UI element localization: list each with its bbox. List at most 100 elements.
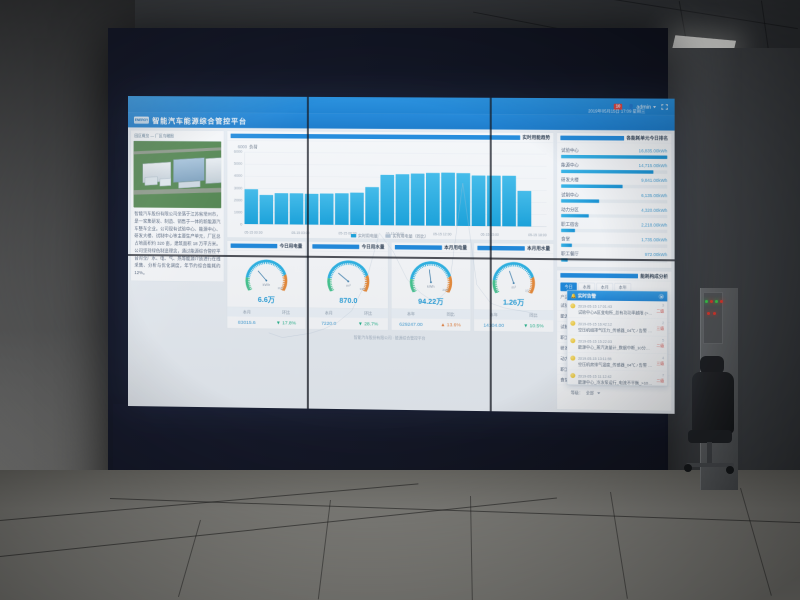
ranking-row[interactable]: 能源中心 14,715.00kWh xyxy=(560,161,668,177)
y-axis-tick: 2000 xyxy=(233,198,243,203)
bar[interactable] xyxy=(289,193,304,225)
close-icon[interactable] xyxy=(658,293,664,299)
alarm-list: 2019-05-15 17:01:43 试验中心A区变电所_总有功功率越限 (>6… xyxy=(567,300,668,389)
bar[interactable] xyxy=(335,193,349,225)
fullscreen-icon[interactable] xyxy=(661,104,668,110)
top-bar: 10 👤 admin 2019年05月15日 17:09 星期三 xyxy=(128,96,675,116)
gauge-card: 今日用电量 0 20万 kWh 6.6万 本月 环比 83015.6 ▼ 17.8% xyxy=(226,240,307,330)
video-wall-screen: 10 👤 admin 2019年05月15日 17:09 星期三 xyxy=(128,96,675,414)
ranking-card: 各能耗单元今日排名 试验中心 16,835.00kWh 能源中心 14,715.00k… xyxy=(556,132,672,269)
gauge-dial-icon: 0 3000 xyxy=(325,258,372,302)
alarm-message: 空压机房排气温度_传感器_04℃ / 告警 上限 xyxy=(578,362,654,369)
bezel-seam-vertical xyxy=(489,97,492,412)
gauge: 0 20万 kWh 6.6万 xyxy=(227,250,305,307)
bar[interactable] xyxy=(350,192,364,226)
bar[interactable] xyxy=(456,173,471,227)
warning-icon xyxy=(570,355,576,361)
chevron-down-icon[interactable] xyxy=(597,392,601,395)
accent-bar-icon xyxy=(477,245,525,251)
bar[interactable] xyxy=(244,189,259,225)
alarm-time: 2019-05-15 13:11:55 xyxy=(578,356,612,362)
gauge: 0 3万 m³ 1.26万 xyxy=(474,253,554,311)
ranking-fill xyxy=(561,243,572,247)
alarm-message: 试验中心A区变电所_总有功功率越限 (>650… xyxy=(578,310,654,316)
kpi-value-cell: ▼ 28.7% xyxy=(358,320,379,327)
alarm-message: 空压机组排气压力_传感器_04℃ / 告警 上限 xyxy=(578,327,654,334)
alarm-title: 🔔 实时告警 xyxy=(570,292,597,299)
alarm-filter: 等级： 全部 xyxy=(567,387,668,400)
gauge: 0 3000 m³ 870.0 xyxy=(309,251,388,308)
kpi-values: 14104.00 ▼ 10.5% xyxy=(474,319,554,332)
bar[interactable] xyxy=(426,172,440,226)
ranking-fill xyxy=(561,213,589,218)
legend-item[interactable]: 实时用电量 xyxy=(350,233,378,239)
kpi-header-cell: 同比 xyxy=(529,313,538,318)
legend-item[interactable]: 实时用电量（同比） xyxy=(385,233,428,239)
gauge-value: 6.6万 xyxy=(257,295,275,304)
kpi-value-cell: 83015.6 xyxy=(237,319,256,326)
bar[interactable] xyxy=(259,194,274,225)
ranking-value: 4,320.00kWh xyxy=(641,208,668,213)
gauge-unit: m³ xyxy=(346,283,351,289)
page-title: 智能汽车能源综合管控平台 xyxy=(152,116,247,126)
alarm-count: 2 三级 xyxy=(656,321,665,332)
bar[interactable] xyxy=(274,193,289,225)
alarm-message: 能源中心_冷冻泵运行_电流不平衡_>10%已越限 xyxy=(578,379,654,386)
alarm-level: 三级 xyxy=(656,361,665,366)
bezel-seam-vertical xyxy=(306,96,309,409)
chevron-down-icon xyxy=(653,105,657,108)
alarm-row[interactable]: 2019-05-15 17:01:43 试验中心A区变电所_总有功功率越限 (>6… xyxy=(567,300,668,319)
warning-icon xyxy=(570,373,576,379)
ranking-row[interactable]: 食堂 1,735.00kWh xyxy=(560,234,668,250)
alarm-level: 二级 xyxy=(656,344,665,349)
ranking-fill xyxy=(561,184,623,189)
gauge-title-label: 本月用电量 xyxy=(444,245,468,251)
ranking-fill xyxy=(561,169,654,174)
status-led xyxy=(713,312,716,315)
gauge: 0 200万 kWh 94.22万 xyxy=(391,252,470,309)
ranking-row[interactable]: 研发大楼 9,841.00kWh xyxy=(560,175,668,191)
bar[interactable] xyxy=(319,193,334,225)
alarm-level: 二级 xyxy=(656,379,665,384)
alarm-filter-value[interactable]: 全部 xyxy=(585,391,594,396)
gauge-card: 今日用水量 0 3000 m³ 870.0 本月 环比 7220.0 ▼ 28.7% xyxy=(308,241,389,331)
kpi-header-cell: 本年 xyxy=(489,312,498,318)
kpi-value-cell: 629247.00 xyxy=(399,321,423,328)
kpi-header-cell: 本月 xyxy=(324,310,333,316)
ranking-track xyxy=(561,243,668,248)
ranking-row[interactable]: 职工餐厅 972.00kWh xyxy=(560,249,668,265)
dashboard-body: 园区概览 — 厂区鸟瞰图 智 xyxy=(128,127,675,413)
gauge-row: 今日用电量 0 20万 kWh 6.6万 本月 环比 83015.6 ▼ 17.8% 今日用水量 0… xyxy=(226,240,554,333)
bar[interactable] xyxy=(395,174,410,226)
chart-legend: 实时用电量 实时用电量（同比） xyxy=(227,232,553,241)
bar[interactable] xyxy=(517,190,532,227)
ranking-fill xyxy=(561,199,600,203)
ranking-row[interactable]: 职工宿舍 2,218.00kWh xyxy=(560,220,668,236)
ranking-value: 2,218.00kWh xyxy=(641,222,668,228)
bar[interactable] xyxy=(502,175,516,227)
ranking-row[interactable]: 试验中心 16,835.00kWh xyxy=(560,146,668,161)
ranking-row[interactable]: 动力分区 4,320.00kWh xyxy=(560,205,668,221)
realtime-alarm-panel: 🔔 实时告警 2019-05-15 17:01:43 试验中心A区变电所_总有功功… xyxy=(566,290,668,400)
alarm-row[interactable]: 2019-05-15 15:22:03 能源中心_蒸汽流量计_数据中断_10分钟无… xyxy=(567,335,668,354)
bar[interactable] xyxy=(410,173,425,226)
ranking-name: 食堂 xyxy=(561,237,570,242)
bar[interactable] xyxy=(441,172,455,226)
alarm-row[interactable]: 2019-05-15 13:11:55 空压机房排气温度_传感器_04℃ / 告警… xyxy=(567,352,668,372)
alarm-row[interactable]: 2019-05-15 16:42:12 空压机组排气压力_传感器_04℃ / 告警… xyxy=(567,317,668,337)
warning-icon xyxy=(570,303,576,309)
bar[interactable] xyxy=(471,175,486,227)
status-led xyxy=(705,300,708,303)
alarm-row[interactable]: 2019-05-15 11:12:42 能源中心_冷冻泵运行_电流不平衡_>10%… xyxy=(567,369,668,389)
alarm-level: 三级 xyxy=(656,326,665,332)
kpi-header: 本月 环比 xyxy=(227,306,306,318)
bar[interactable] xyxy=(380,174,395,226)
ranking-fill xyxy=(561,228,575,233)
company-description: 智能汽车股份有限公司坐落于江苏省常州市，是一家集研发、制造、销售于一体的新能源汽… xyxy=(134,211,221,276)
ranking-value: 14,715.00kWh xyxy=(638,163,668,169)
kpi-values: 83015.6 ▼ 17.8% xyxy=(227,316,305,329)
bar[interactable] xyxy=(365,187,379,226)
ranking-row[interactable]: 试制中心 6,135.00kWh xyxy=(560,190,668,206)
alarm-time: 2019-05-15 11:12:42 xyxy=(578,374,612,379)
gauge-card: 本月用水量 0 3万 m³ 1.26万 本年 同比 14104.00 ▼ 10.5% xyxy=(473,242,554,333)
